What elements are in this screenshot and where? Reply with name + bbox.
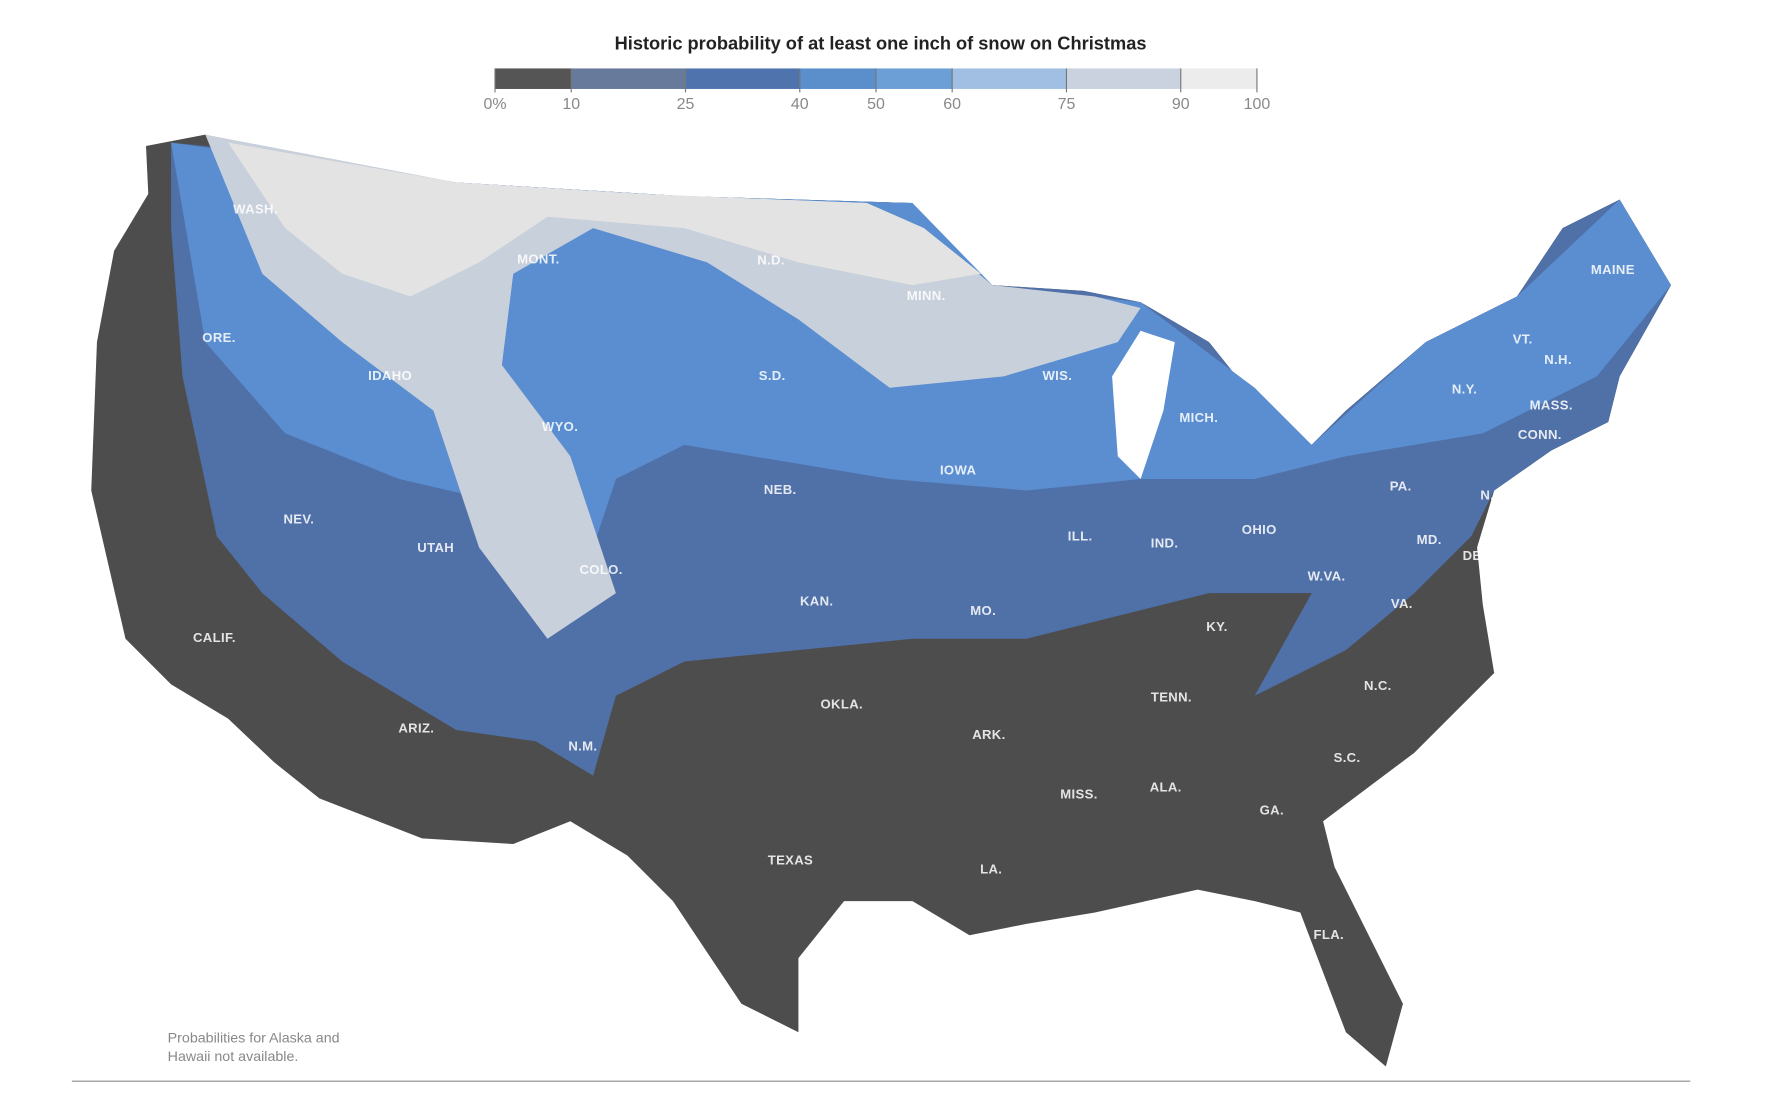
footnote: Probabilities for Alaska and [168,1031,340,1047]
state-label: N.H. [1544,352,1572,367]
state-label: ILL. [1068,529,1093,544]
state-label: IDAHO [368,368,412,383]
state-label: TEXAS [768,853,813,868]
state-label: OHIO [1242,522,1277,537]
state-label: CONN. [1518,427,1562,442]
snow-zone-peak [228,142,981,297]
legend-tick-label: 50 [867,96,885,113]
state-label: N.M. [568,739,597,754]
state-label: N.Y. [1452,382,1477,397]
state-label: N.D. [757,253,785,268]
legend-swatch [952,68,1067,89]
state-label: MAINE [1591,262,1635,277]
state-label: MD. [1417,532,1442,547]
legend-tick-label: 100 [1244,96,1271,113]
state-label: NEB. [764,482,797,497]
state-label: WIS. [1042,368,1072,383]
legend-tick-label: 40 [791,96,809,113]
state-label: WYO. [542,419,578,434]
state-label: S.D. [759,368,786,383]
state-label: N.J. [1480,488,1505,503]
state-label: MONT. [517,252,560,267]
state-label: LA. [980,862,1002,877]
state-label: FLA. [1314,927,1345,942]
state-label: MO. [970,603,996,618]
state-label: COLO. [579,562,622,577]
legend-swatch [875,68,953,89]
legend-tick-label: 25 [677,96,695,113]
legend-tick-label: 0% [483,96,506,113]
state-label: KY. [1206,619,1227,634]
state-label: PA. [1390,479,1412,494]
lake-michigan [1112,330,1175,480]
state-label: W.VA. [1308,569,1346,584]
legend-tick-label: 10 [562,96,580,113]
state-label: MICH. [1179,410,1218,425]
legend-swatch [1066,68,1181,89]
state-label: WASH. [233,201,278,216]
state-label: ARK. [972,727,1005,742]
state-label: KAN. [800,594,833,609]
state-label: NEV. [283,512,314,527]
state-label: DEL. [1463,548,1494,563]
title: Historic probability of at least one inc… [615,32,1147,53]
state-label: UTAH [417,540,454,555]
legend-swatch [571,68,686,89]
legend-tick-label: 60 [943,96,961,113]
legend-tick-label: 75 [1058,96,1076,113]
legend-swatch [799,68,876,89]
state-label: ALA. [1150,780,1182,795]
legend-swatch [685,68,800,89]
state-label: OKLA. [821,696,864,711]
state-label: S.C. [1334,750,1361,765]
state-label: N.C. [1364,678,1392,693]
state-label: MINN. [907,288,946,303]
state-label: ORE. [202,330,235,345]
legend-swatch [1180,68,1257,89]
state-label: MISS. [1060,786,1097,801]
state-label: VA. [1391,596,1413,611]
state-label: MASS. [1530,398,1573,413]
state-label: IND. [1151,536,1179,551]
state-label: VT. [1513,331,1533,346]
state-label: IOWA [940,463,977,478]
legend-tick-label: 90 [1172,96,1190,113]
map-group: Historic probability of at least one inc… [71,32,1691,1083]
state-label: CALIF. [193,630,236,645]
state-label: TENN. [1151,690,1192,705]
footnote: Hawaii not available. [168,1049,299,1065]
legend-swatch [495,68,572,89]
state-label: GA. [1260,802,1284,817]
state-label: ARIZ. [398,720,434,735]
